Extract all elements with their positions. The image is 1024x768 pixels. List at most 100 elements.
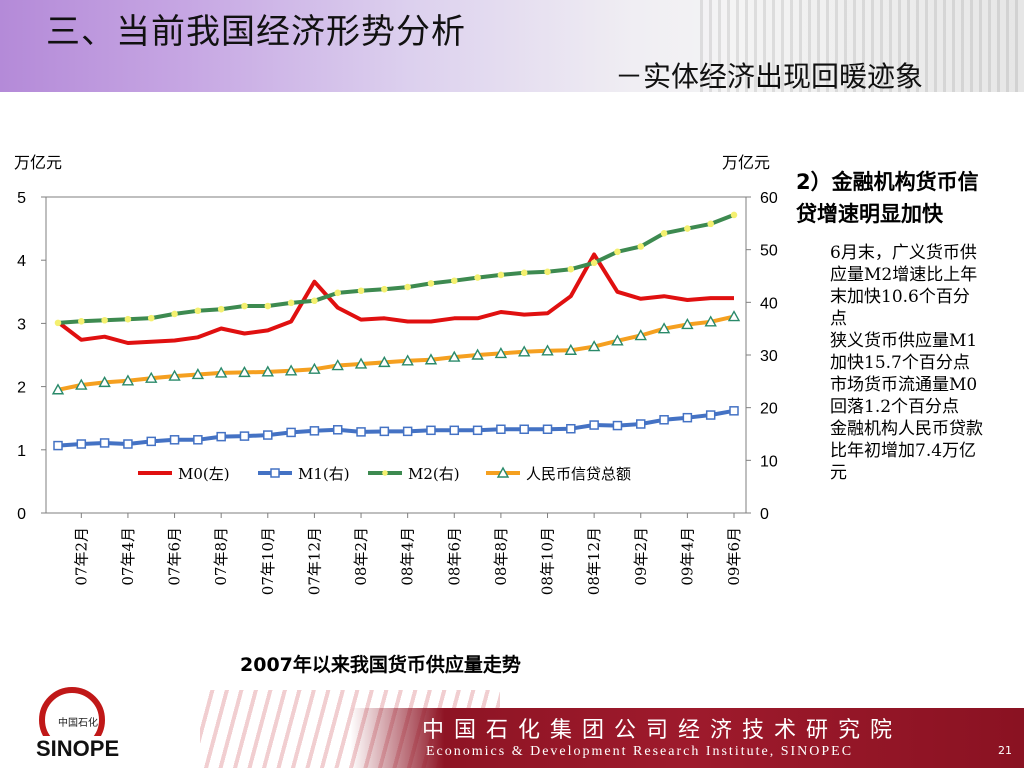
point-m1 <box>146 436 156 447</box>
point-credit <box>191 368 205 380</box>
x-tick-label: 08年6月 <box>445 527 463 586</box>
point-m1 <box>123 439 133 449</box>
point-credit <box>401 354 414 366</box>
point-m2 <box>427 280 435 287</box>
point-m1 <box>682 412 693 423</box>
point-credit <box>681 318 694 330</box>
point-m2 <box>637 243 645 250</box>
point-m2 <box>124 315 132 323</box>
point-m1 <box>332 425 343 435</box>
legend-marker <box>496 466 510 478</box>
point-m2 <box>450 277 458 285</box>
point-m1 <box>612 420 623 431</box>
point-m1 <box>449 425 460 436</box>
series-line-3 <box>57 314 735 392</box>
point-m2 <box>474 274 481 281</box>
point-m2 <box>54 319 62 327</box>
point-credit <box>214 366 228 378</box>
x-tick-label: 07年10月 <box>259 527 277 595</box>
point-m1 <box>636 419 646 429</box>
point-credit <box>308 362 321 374</box>
point-m1 <box>379 426 390 437</box>
left-tick-label: 3 <box>17 316 26 333</box>
point-m1 <box>659 415 669 425</box>
point-credit <box>354 357 368 369</box>
point-credit <box>471 348 484 360</box>
x-tick-label: 08年4月 <box>399 527 417 586</box>
left-tick-label: 1 <box>17 443 26 460</box>
x-tick-label: 08年8月 <box>492 527 510 586</box>
series-line-2 <box>57 213 735 325</box>
x-tick-label: 08年10月 <box>539 527 557 595</box>
point-m1 <box>239 431 250 441</box>
point-m1 <box>729 406 739 416</box>
left-axis-unit: 万亿元 <box>14 153 62 172</box>
point-m1 <box>76 439 87 449</box>
point-credit <box>611 334 624 346</box>
point-m2 <box>334 289 342 297</box>
x-tick-label: 07年2月 <box>72 527 90 586</box>
left-tick-label: 4 <box>17 253 26 270</box>
point-credit <box>424 353 438 365</box>
point-credit <box>284 364 298 376</box>
point-m1 <box>705 410 716 420</box>
point-credit <box>564 343 578 355</box>
footer-org-en: Economics & Development Research Institu… <box>426 744 854 759</box>
point-credit <box>121 374 135 386</box>
point-m1 <box>53 440 63 451</box>
point-m2 <box>684 225 691 232</box>
x-tick-label: 08年12月 <box>585 527 603 595</box>
left-tick-label: 5 <box>17 190 26 207</box>
point-credit <box>238 365 251 378</box>
point-credit <box>727 310 741 322</box>
point-m2 <box>614 248 621 256</box>
point-credit <box>261 365 274 377</box>
point-credit <box>518 345 531 357</box>
series-line-0 <box>56 252 734 345</box>
page-subtitle: －实体经济出现回暖迹象 <box>615 60 924 93</box>
point-m1 <box>542 424 553 435</box>
point-credit <box>541 344 554 356</box>
point-m2 <box>730 211 738 219</box>
point-credit <box>51 383 65 395</box>
right-tick-label: 60 <box>760 190 778 207</box>
point-m1 <box>589 420 599 430</box>
point-m2 <box>171 310 178 318</box>
side-point-m0: 市场货币流通量M0回落1.2个百分点 <box>830 375 978 417</box>
point-credit <box>168 369 181 381</box>
side-point-m2: 6月末，广义货币供应量M2增速比上年末加快10.6个百分点 <box>830 243 978 329</box>
point-m1 <box>193 435 203 445</box>
point-m2 <box>241 302 248 310</box>
header-band <box>0 0 1024 92</box>
point-credit <box>98 375 111 388</box>
right-tick-label: 50 <box>760 243 778 260</box>
header-stripes <box>700 0 1024 92</box>
side-point-m1: 狭义货币供应量M1加快15.7个百分点 <box>830 331 978 373</box>
x-tick-label: 09年2月 <box>632 527 650 586</box>
point-credit <box>634 329 647 341</box>
point-m1 <box>472 425 483 436</box>
x-tick-label: 09年4月 <box>678 527 696 586</box>
legend-label-0: M0(左) <box>178 465 230 483</box>
chart-caption: 2007年以来我国货币供应量走势 <box>240 654 521 676</box>
page-title: 三、当前我国经济形势分析 <box>46 12 466 52</box>
legend-label-3: 人民币信贷总额 <box>526 465 631 483</box>
point-m1 <box>496 424 506 435</box>
footer-band <box>350 708 1024 768</box>
footer-org-cn: 中国石化集团公司经济技术研究院 <box>422 718 903 743</box>
point-m1 <box>426 425 436 436</box>
right-tick-label: 0 <box>760 506 769 523</box>
side-point-loans: 金融机构人民币贷款比年初增加7.4万亿元 <box>830 419 983 483</box>
right-tick-label: 20 <box>760 401 778 418</box>
page-number: 21 <box>998 744 1012 757</box>
point-m2 <box>357 287 365 295</box>
point-m2 <box>707 220 714 228</box>
point-m1 <box>216 431 226 442</box>
point-m1 <box>169 435 180 445</box>
point-m2 <box>520 269 528 277</box>
legend-marker <box>270 468 280 478</box>
legend-marker <box>382 470 388 476</box>
point-credit <box>75 378 88 390</box>
left-tick-label: 0 <box>17 506 26 523</box>
point-m2 <box>194 307 202 315</box>
